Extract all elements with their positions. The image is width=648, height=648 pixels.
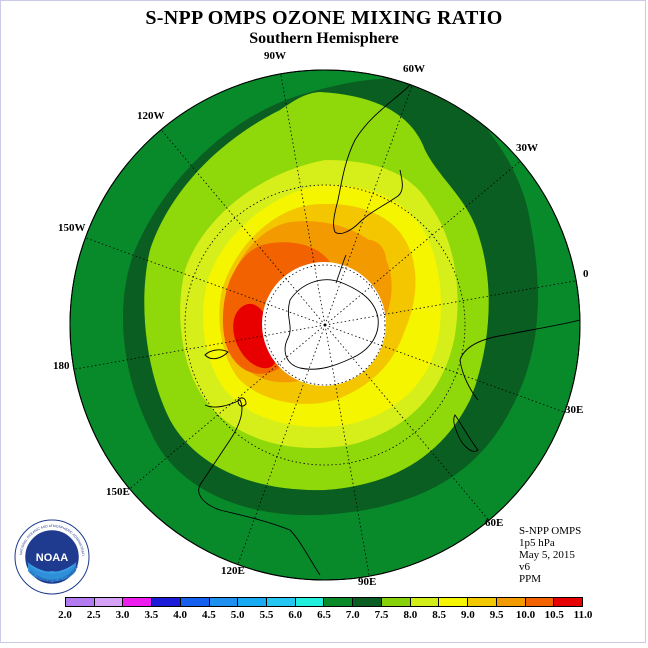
meridian-line — [324, 324, 490, 521]
colorbar-tick: 9.5 — [489, 609, 504, 621]
colorbar-tick: 2.5 — [86, 609, 101, 621]
colorbar-segment — [180, 598, 210, 606]
meridian-line — [324, 85, 413, 326]
colorbar-tick: 7.0 — [345, 609, 360, 621]
coast-australia — [198, 399, 321, 576]
colorbar-segment — [468, 598, 497, 606]
coast-antarctica — [284, 279, 379, 370]
lon-label-150e: 150E — [106, 486, 130, 498]
colorbar-tick: 3.5 — [144, 609, 159, 621]
colorbar-segment — [295, 598, 325, 606]
colorbar-segment — [66, 598, 95, 606]
date-label: May 5, 2015 — [519, 549, 575, 561]
colorbar-segment — [554, 598, 582, 606]
colorbar-tick: 5.5 — [259, 609, 274, 621]
colorbar-tick: 4.0 — [173, 609, 187, 621]
colorbar-tick: 10.5 — [544, 609, 564, 621]
colorbar-tick: 9.0 — [461, 609, 475, 621]
lon-label-180: 180 — [53, 360, 70, 372]
lon-label-30w: 30W — [516, 142, 538, 154]
colorbar-tick-labels: 2.0 2.5 3.0 3.5 4.0 4.5 5.0 5.5 6.0 6.5 7.0 7.5 8.0 8… — [0, 609, 648, 623]
colorbar-segment — [525, 598, 555, 606]
coast-madagascar — [453, 414, 479, 452]
coast-africa — [459, 319, 580, 401]
colorbar-tick: 10.0 — [515, 609, 536, 621]
lon-label-120e: 120E — [221, 565, 245, 577]
colorbar-segment — [123, 598, 153, 606]
meridian-line — [129, 324, 326, 490]
colorbar-tick: 5.0 — [230, 609, 245, 621]
coastlines — [198, 84, 580, 576]
noaa-logo: NOAA NATIONAL OCEANIC AND ATMOSPHERIC AD… — [14, 519, 90, 595]
meridian-line — [237, 324, 326, 565]
colorbar-tick: 8.0 — [403, 609, 418, 621]
meridian-line — [85, 237, 326, 326]
lon-label-120w: 120W — [137, 110, 165, 122]
coast-south-america — [333, 84, 411, 234]
colorbar-segment — [238, 598, 268, 606]
coast-antarctic-peninsula — [335, 254, 347, 284]
map-title: S-NPP OMPS OZONE MIXING RATIO — [145, 7, 503, 29]
version-label: v6 — [519, 561, 530, 573]
lon-label-90w: 90W — [264, 50, 286, 62]
graticule — [184, 184, 466, 466]
colorbar-segment — [496, 598, 526, 606]
colorbar-segment — [209, 598, 239, 606]
contour-9-5-east — [358, 239, 387, 278]
meridians — [73, 73, 577, 577]
colorbar-segment — [152, 598, 181, 606]
meridian-line — [324, 160, 521, 326]
colorbar-segment — [381, 598, 411, 606]
colorbar-segment — [410, 598, 440, 606]
colorbar-tick: 11.0 — [573, 609, 593, 621]
colorbar-segment — [324, 598, 354, 606]
lon-label-60w: 60W — [403, 63, 425, 75]
meridian-line — [160, 129, 326, 326]
metadata-block: S-NPP OMPS 1p5 hPa May 5, 2015 v6 PPM — [519, 525, 581, 585]
colorbar-tick: 3.0 — [115, 609, 130, 621]
colorbar-tick: 8.5 — [432, 609, 446, 621]
units-label: PPM — [519, 573, 542, 585]
meridian-line — [324, 324, 370, 577]
lon-label-150w: 150W — [58, 222, 86, 234]
lon-label-30e: 30E — [565, 404, 584, 416]
colorbar-segment — [94, 598, 124, 606]
colorbar-segment — [267, 598, 296, 606]
meridian-line — [73, 324, 326, 370]
colorbar-segment — [439, 598, 469, 606]
meridian-line — [324, 280, 577, 326]
colorbar-tick: 4.5 — [202, 609, 216, 621]
logo-text: NOAA — [36, 552, 68, 564]
colorbar-tick: 6.5 — [317, 609, 331, 621]
map-subtitle: Southern Hemisphere — [249, 30, 399, 47]
ozone-contour-layers — [73, 73, 580, 577]
instrument-label: S-NPP OMPS — [519, 525, 582, 537]
meridian-line — [280, 73, 326, 326]
lon-label-60e: 60E — [485, 517, 504, 529]
coast-tasmania — [237, 397, 247, 407]
lon-label-0: 0 — [583, 268, 589, 280]
colorbar — [65, 597, 583, 607]
colorbar-tick: 7.5 — [374, 609, 389, 621]
colorbar-tick: 2.0 — [58, 609, 72, 621]
map-border — [69, 69, 581, 581]
meridian-line — [324, 324, 565, 413]
lon-label-90e: 90E — [358, 576, 377, 588]
coast-new-zealand — [204, 349, 229, 360]
pressure-level-label: 1p5 hPa — [519, 537, 555, 549]
colorbar-segment — [353, 598, 382, 606]
colorbar-tick: 6.0 — [288, 609, 303, 621]
